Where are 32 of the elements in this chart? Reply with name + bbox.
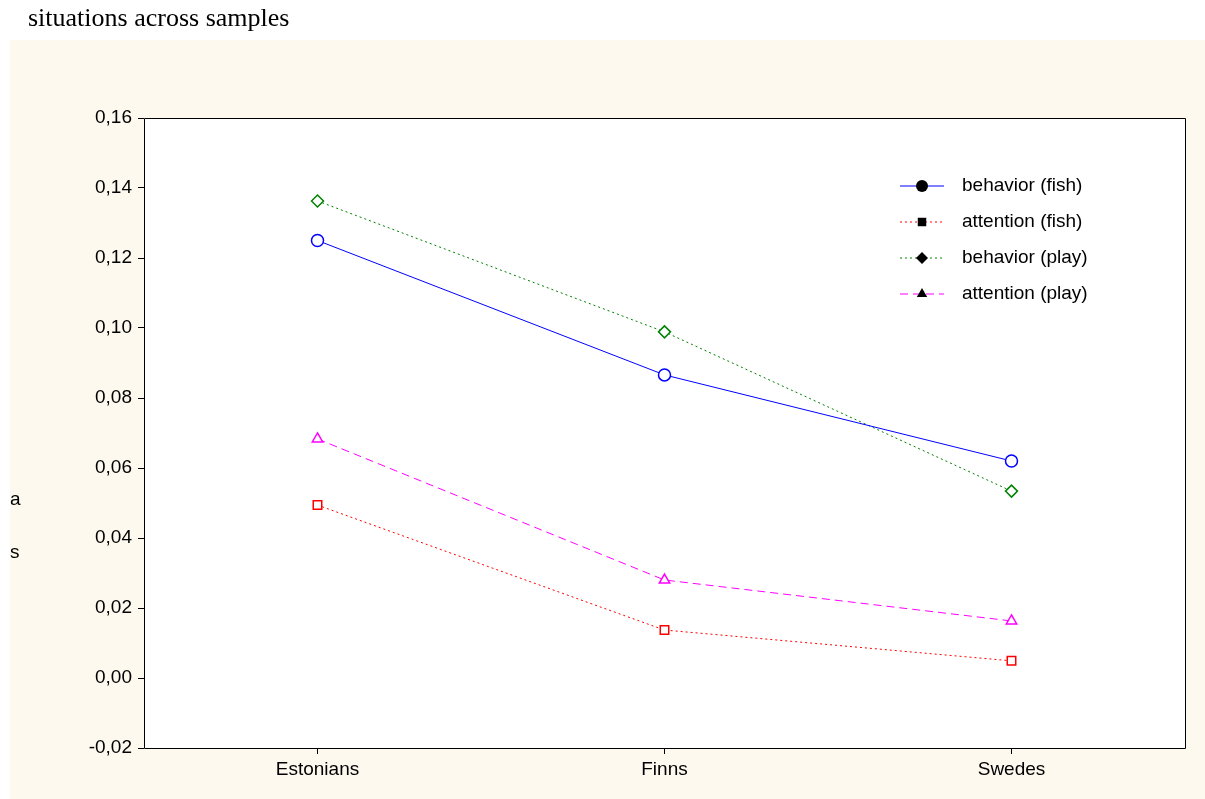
point	[310, 194, 325, 208]
chart-title: situations across samples	[28, 2, 290, 32]
y-tick-label: -0,02	[88, 736, 132, 758]
y-tick-label: 0,14	[95, 176, 133, 198]
legend-label: behavior (play)	[962, 246, 1088, 268]
y-tick-label: 0,12	[95, 246, 132, 268]
y-tick-label: 0,00	[95, 666, 132, 688]
point	[659, 625, 670, 636]
x-tick-label: Swedes	[977, 757, 1046, 779]
point	[1005, 614, 1018, 625]
legend-label: attention (play)	[962, 282, 1088, 304]
point	[312, 500, 323, 511]
legend-label: behavior (fish)	[962, 174, 1083, 196]
point	[1004, 484, 1019, 498]
x-tick-label: Estonians	[275, 757, 360, 779]
point	[1004, 454, 1019, 468]
point	[310, 233, 325, 248]
point	[1006, 655, 1017, 666]
y-tick-label: 0,16	[95, 106, 132, 128]
y-tick-label: 0,10	[95, 316, 132, 338]
point	[311, 432, 324, 443]
point	[657, 368, 672, 382]
y-tick-label: 0,02	[95, 596, 132, 618]
text: a	[10, 488, 21, 510]
point	[658, 573, 671, 584]
point	[657, 325, 672, 339]
y-tick-label: 0,04	[95, 526, 133, 548]
y-tick-label: 0,08	[95, 386, 132, 408]
x-tick-label: Finns	[641, 757, 688, 779]
y-tick-label: 0,06	[95, 456, 132, 478]
text: s	[10, 541, 20, 563]
legend-label: attention (fish)	[962, 210, 1083, 232]
